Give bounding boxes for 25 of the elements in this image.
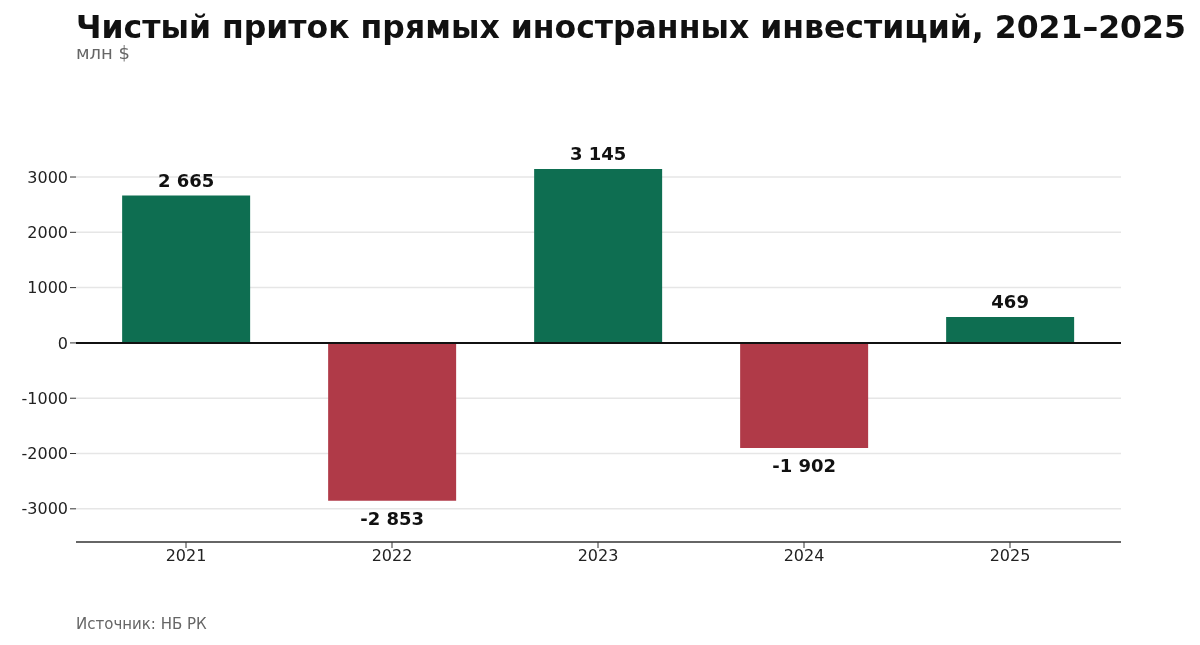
bar — [946, 316, 1075, 343]
data-label: -1 902 — [772, 455, 837, 477]
y-tick-label: 2000 — [27, 223, 68, 242]
y-tick-label: 0 — [57, 333, 68, 353]
x-tick-label: 2024 — [783, 546, 825, 566]
x-tick-label: 2023 — [577, 546, 619, 566]
y-tick-label: -3000 — [21, 499, 68, 519]
y-tick-label: 3000 — [27, 167, 68, 187]
bar — [740, 342, 869, 449]
data-label: 469 — [991, 290, 1029, 312]
y-tick-label: -1000 — [21, 388, 68, 408]
chart-subtitle: млн $ — [76, 42, 131, 64]
x-tick-label: 2022 — [371, 546, 413, 566]
bar — [122, 195, 251, 343]
y-tick-label: 1000 — [27, 278, 68, 298]
text: Источник: НБ РК — [76, 614, 207, 634]
x-tick-label: 2021 — [165, 546, 207, 566]
y-tick-label: -2000 — [21, 444, 68, 464]
data-label: 3 145 — [569, 143, 627, 164]
bar — [328, 342, 457, 501]
x-tick-label: 2025 — [989, 546, 1031, 566]
data-label: -2 853 — [360, 507, 425, 529]
bar — [534, 169, 663, 343]
chart-title: Чистый приток прямых иностранных инвестиций, 2021–2025 — [76, 8, 1186, 45]
data-label: 2 665 — [157, 169, 215, 191]
